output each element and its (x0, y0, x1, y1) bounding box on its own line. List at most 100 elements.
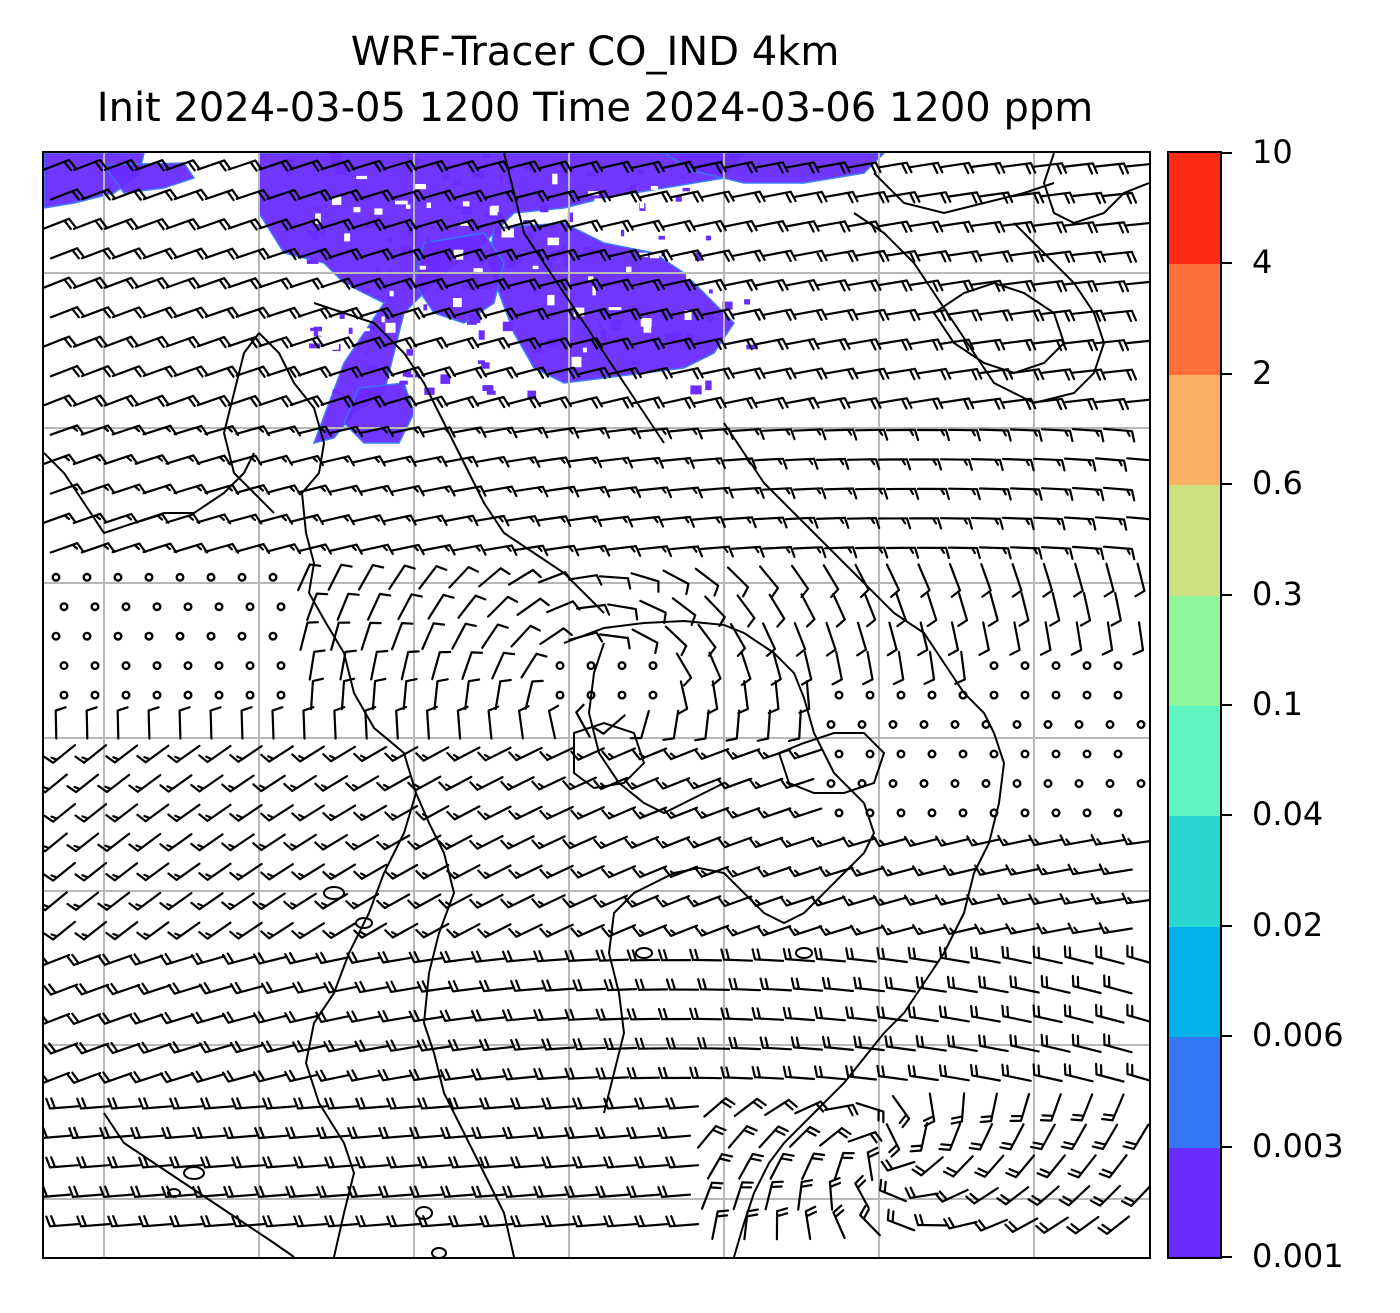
map-canvas (44, 153, 1149, 1257)
tracer-speckle (598, 322, 602, 328)
wind-barb (779, 836, 815, 848)
wind-barb (545, 426, 580, 439)
colorbar-tick (1222, 593, 1232, 596)
wind-barb (173, 365, 209, 378)
wind-barb (44, 744, 76, 764)
wind-barb (461, 651, 484, 680)
calm-wind-marker (237, 572, 247, 582)
wind-barbs (44, 158, 1149, 1241)
tracer-speckle (335, 165, 348, 175)
wind-barb (1032, 945, 1063, 965)
wind-barb (686, 895, 722, 908)
tracer-patch (488, 222, 735, 384)
colorbar-tick (1222, 924, 1232, 927)
wind-barb (464, 678, 481, 711)
wind-barb (824, 1103, 859, 1117)
wind-barb (756, 866, 792, 878)
tracer-speckle (486, 390, 496, 395)
wind-barb (638, 367, 673, 380)
wind-barb (1033, 280, 1068, 293)
wind-barb (320, 455, 355, 467)
wind-barb (725, 748, 761, 760)
tracer-speckle (705, 235, 712, 241)
wind-barb (377, 951, 412, 964)
wind-barb (107, 1097, 142, 1110)
wind-barb (855, 367, 890, 381)
wind-barb (254, 1126, 289, 1140)
wind-barb (421, 485, 456, 497)
wind-barb (903, 894, 939, 906)
wind-barb (1095, 945, 1125, 965)
wind-barb (227, 513, 263, 525)
calm-wind-marker (888, 779, 898, 789)
wind-barb (1049, 592, 1061, 627)
wind-barb (689, 1007, 723, 1021)
wind-barb (204, 542, 240, 554)
wind-barb (1005, 1154, 1036, 1179)
wind-barb (293, 1156, 328, 1169)
wind-barb (421, 366, 457, 379)
wind-barb (502, 1009, 536, 1022)
wind-barb (855, 1102, 885, 1124)
wind-barb (1028, 834, 1063, 847)
tracer-gap (643, 325, 652, 333)
wind-barb (663, 865, 699, 878)
wind-barb (165, 218, 201, 231)
wind-barb (970, 946, 1001, 964)
calm-wind-marker (206, 572, 216, 582)
colorbar-tick-label: 0.6 (1252, 464, 1303, 503)
wind-barb (546, 600, 581, 614)
wind-barb (855, 308, 890, 322)
wind-barb (979, 309, 1014, 322)
wind-barb (978, 487, 1012, 501)
wind-barb (732, 1181, 754, 1211)
wind-barb (297, 484, 332, 496)
wind-barb (564, 949, 599, 962)
wind-barb (1102, 486, 1136, 502)
tracer-speckle (499, 287, 503, 293)
wind-barb (260, 745, 294, 763)
wind-barb (323, 1040, 358, 1053)
wind-barb (885, 428, 920, 441)
wind-barb (235, 543, 271, 555)
wind-barb (221, 952, 257, 965)
wind-barb (630, 456, 665, 469)
wind-barb (440, 1126, 475, 1140)
wind-barb (533, 1008, 568, 1022)
wind-barb (824, 249, 859, 263)
wind-barb (759, 1036, 793, 1051)
tracer-gap (405, 204, 411, 209)
wind-barb (999, 1123, 1025, 1151)
wind-barb (748, 836, 784, 848)
wind-barb (483, 366, 519, 379)
wind-barb (426, 705, 438, 740)
wind-barb (44, 861, 76, 882)
wind-barb (885, 563, 901, 598)
wind-barb (541, 1097, 576, 1110)
tracer-speckle (534, 348, 543, 354)
wind-barb (258, 336, 294, 349)
wind-barb (978, 1034, 1009, 1053)
wind-barb (917, 563, 931, 598)
wind-barb (1040, 428, 1074, 443)
wind-barb (438, 893, 473, 909)
colorbar-tick (1222, 372, 1232, 375)
wind-barb (1028, 893, 1063, 905)
wind-barb (595, 1008, 630, 1021)
tracer-speckle (481, 285, 493, 290)
wind-barb (221, 892, 255, 911)
calm-wind-marker (152, 602, 162, 612)
wind-barb (66, 773, 100, 794)
wind-barb (877, 517, 912, 530)
wind-barb (916, 428, 950, 442)
wind-barb (355, 1215, 390, 1228)
wind-barb (669, 545, 703, 558)
wind-barb (1126, 516, 1149, 521)
tracer-speckle (518, 254, 523, 264)
wind-barb (880, 865, 916, 877)
wind-barb (793, 308, 828, 321)
tracer-speckle (746, 344, 758, 350)
wind-barb (452, 544, 487, 556)
wind-barb (700, 249, 735, 262)
calm-wind-marker (981, 779, 991, 789)
